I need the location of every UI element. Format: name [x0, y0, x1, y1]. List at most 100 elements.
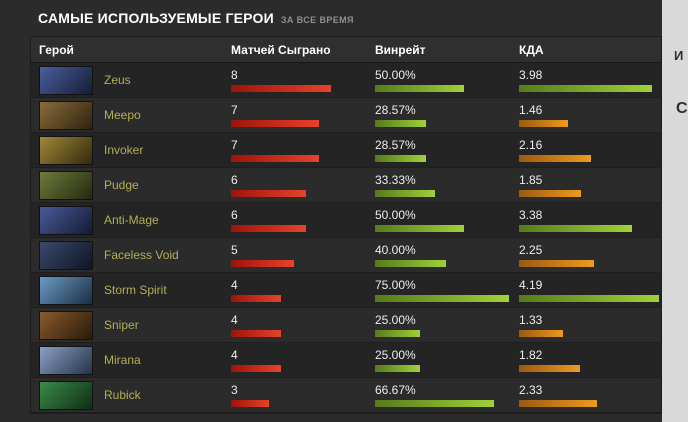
hero-name-link[interactable]: Rubick	[104, 388, 141, 402]
matches-value: 5	[231, 242, 238, 257]
kda-value: 1.46	[519, 102, 543, 117]
kda-bar	[519, 84, 652, 92]
winrate-bar-track	[375, 119, 509, 127]
winrate-cell: 50.00%	[367, 207, 511, 232]
hero-name-link[interactable]: Sniper	[104, 318, 139, 332]
hero-portrait[interactable]	[39, 380, 93, 410]
winrate-cell: 33.33%	[367, 172, 511, 197]
matches-bar	[231, 329, 281, 337]
hero-name-link[interactable]: Meepo	[104, 108, 141, 122]
hero-name-link[interactable]: Zeus	[104, 73, 131, 87]
kda-bar-track	[519, 189, 659, 197]
kda-bar	[519, 399, 597, 407]
kda-value: 2.25	[519, 242, 543, 257]
winrate-bar	[375, 399, 495, 407]
table-header-row: Герой Матчей Сыграно Винрейт КДА	[31, 37, 661, 63]
winrate-value: 50.00%	[375, 207, 416, 222]
hero-cell: Rubick	[31, 380, 223, 410]
table-row: Mirana 4 25.00% 1.82	[31, 343, 661, 378]
kda-bar-track	[519, 84, 659, 92]
winrate-bar	[375, 154, 427, 162]
matches-bar	[231, 189, 306, 197]
matches-cell: 7	[223, 137, 367, 162]
winrate-bar-track	[375, 294, 509, 302]
matches-bar	[231, 259, 294, 267]
hero-portrait[interactable]	[39, 170, 93, 200]
column-header-kda[interactable]: КДА	[519, 42, 544, 57]
hero-cell: Meepo	[31, 100, 223, 130]
matches-value: 4	[231, 347, 238, 362]
table-row: Zeus 8 50.00% 3.98	[31, 63, 661, 98]
hero-portrait[interactable]	[39, 345, 93, 375]
column-header-hero[interactable]: Герой	[39, 42, 74, 57]
winrate-cell: 40.00%	[367, 243, 511, 267]
matches-cell: 7	[223, 102, 367, 127]
kda-bar-track	[519, 259, 659, 267]
hero-portrait[interactable]	[39, 310, 93, 340]
matches-bar	[231, 294, 281, 302]
hero-name-link[interactable]: Anti-Mage	[104, 213, 159, 227]
winrate-cell: 25.00%	[367, 313, 511, 337]
hero-cell: Faceless Void	[31, 240, 223, 270]
matches-bar-track	[231, 224, 331, 232]
winrate-bar	[375, 119, 427, 127]
matches-value: 7	[231, 102, 238, 117]
winrate-bar-track	[375, 364, 509, 372]
kda-value: 3.38	[519, 207, 543, 222]
kda-bar	[519, 224, 632, 232]
winrate-value: 75.00%	[375, 277, 416, 292]
column-header-winrate[interactable]: Винрейт	[375, 42, 426, 57]
kda-bar-track	[519, 329, 659, 337]
matches-bar	[231, 224, 306, 232]
table-row: Rubick 3 66.67% 2.33	[31, 378, 661, 413]
heroes-table: Герой Матчей Сыграно Винрейт КДА Zeus 8 …	[30, 36, 662, 414]
hero-name-link[interactable]: Pudge	[104, 178, 139, 192]
winrate-bar	[375, 224, 465, 232]
matches-value: 7	[231, 137, 238, 152]
hero-portrait[interactable]	[39, 205, 93, 235]
kda-bar-track	[519, 224, 659, 232]
kda-cell: 2.25	[511, 242, 661, 267]
kda-bar-track	[519, 119, 659, 127]
matches-bar-track	[231, 329, 331, 337]
matches-cell: 5	[223, 242, 367, 267]
winrate-bar	[375, 84, 465, 92]
kda-value: 2.33	[519, 382, 543, 397]
hero-name-link[interactable]: Invoker	[104, 143, 144, 157]
hero-name-link[interactable]: Storm Spirit	[104, 283, 167, 297]
winrate-bar	[375, 294, 509, 302]
kda-bar-track	[519, 399, 659, 407]
hero-name-link[interactable]: Mirana	[104, 353, 141, 367]
winrate-bar	[375, 189, 435, 197]
kda-bar-track	[519, 154, 659, 162]
matches-value: 4	[231, 312, 238, 327]
winrate-bar-track	[375, 154, 509, 162]
hero-name-link[interactable]: Faceless Void	[104, 248, 179, 262]
winrate-bar-track	[375, 399, 509, 407]
cut-off-heading-2: С	[676, 100, 688, 117]
hero-portrait[interactable]	[39, 100, 93, 130]
page-title: САМЫЕ ИСПОЛЬЗУЕМЫЕ ГЕРОИ	[38, 10, 274, 26]
kda-bar	[519, 189, 581, 197]
winrate-value: 33.33%	[375, 172, 416, 187]
matches-cell: 6	[223, 207, 367, 232]
winrate-bar-track	[375, 189, 509, 197]
winrate-value: 28.57%	[375, 102, 416, 117]
hero-portrait[interactable]	[39, 135, 93, 165]
matches-bar-track	[231, 189, 331, 197]
matches-value: 6	[231, 207, 238, 222]
hero-portrait[interactable]	[39, 65, 93, 95]
matches-bar	[231, 399, 269, 407]
winrate-cell: 75.00%	[367, 277, 511, 302]
column-header-matches[interactable]: Матчей Сыграно	[231, 42, 331, 57]
hero-portrait[interactable]	[39, 275, 93, 305]
winrate-bar-track	[375, 259, 509, 267]
matches-bar-track	[231, 154, 331, 162]
kda-value: 4.19	[519, 277, 543, 292]
winrate-value: 28.57%	[375, 137, 416, 152]
winrate-bar	[375, 329, 420, 337]
kda-cell: 1.33	[511, 313, 661, 337]
hero-portrait[interactable]	[39, 240, 93, 270]
winrate-value: 66.67%	[375, 382, 416, 397]
winrate-cell: 28.57%	[367, 102, 511, 127]
